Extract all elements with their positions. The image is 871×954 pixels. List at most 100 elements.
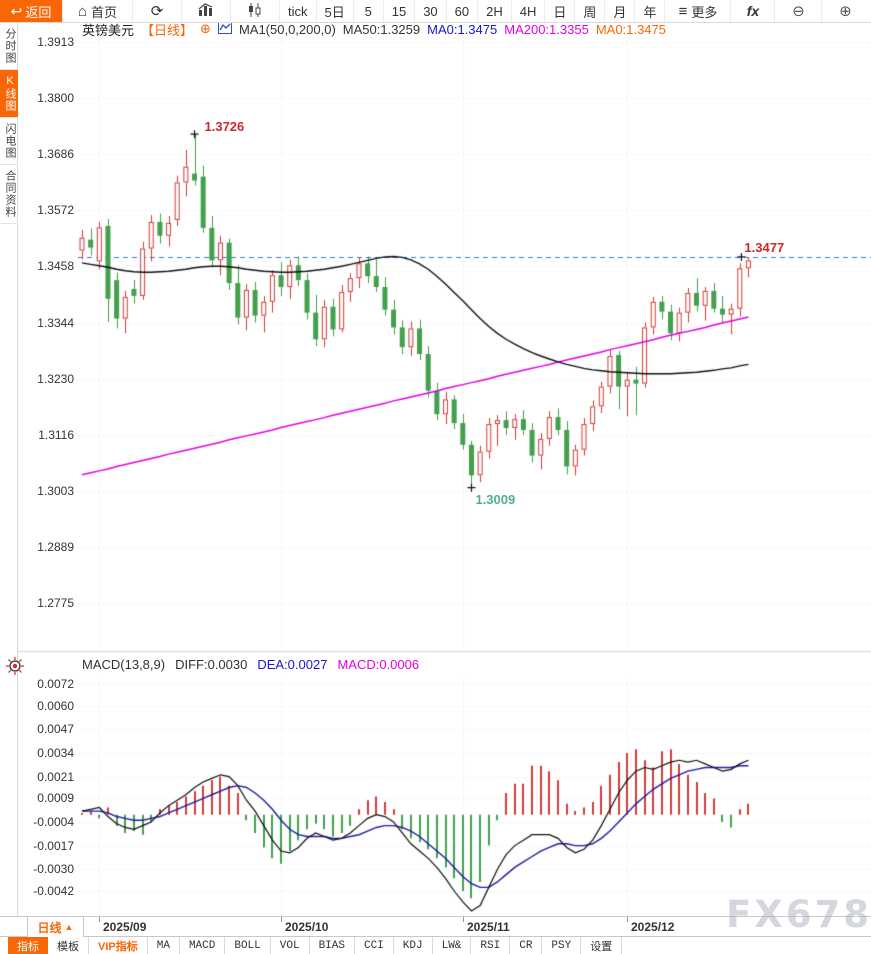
price-axis-label: 1.3800 bbox=[37, 90, 74, 105]
x-axis-tick bbox=[627, 917, 628, 922]
period-label: 日线 bbox=[37, 920, 62, 935]
x-axis-month-label: 2025/12 bbox=[631, 920, 675, 934]
chart-legend: 英镑美元 【日线】 ⊕ MA1(50,0,200,0) MA50:1.3259 … bbox=[82, 20, 666, 38]
candlestick-type-button[interactable] bbox=[230, 0, 279, 22]
price-axis-label: 1.2775 bbox=[37, 596, 74, 610]
home-label: 首页 bbox=[91, 4, 118, 20]
low-price-annotation: 1.3009 bbox=[475, 491, 516, 507]
macd-axis-label: 0.0072 bbox=[37, 677, 74, 691]
indicator-tab-psy[interactable]: PSY bbox=[542, 937, 582, 954]
timeframe-5d[interactable]: 5日 bbox=[315, 0, 353, 22]
ma0-orange-value: MA0:1.3475 bbox=[595, 21, 666, 37]
macd-axis-label: 0.0021 bbox=[37, 769, 74, 784]
bottom-toolbar: 指标 模板 VIP指标 MA MACD BOLL VOL BIAS CCI KDJ LW& RSI CR… bbox=[0, 937, 871, 954]
bar-chart-type-button[interactable] bbox=[181, 0, 230, 22]
indicator-tab-rsi[interactable]: RSI bbox=[471, 937, 511, 954]
timeframe-week[interactable]: 周 bbox=[574, 0, 604, 22]
indicator-tab-kdj[interactable]: KDJ bbox=[394, 937, 433, 954]
home-button[interactable]: ⌂ 首页 bbox=[62, 0, 132, 22]
period-selector[interactable]: 日线 ▲ bbox=[27, 917, 84, 937]
dea-value: DEA:0.0027 bbox=[257, 657, 328, 672]
macd-axis-label: 0.0060 bbox=[37, 698, 74, 713]
x-axis-row: 日线 ▲ 2025/09 2025/10 2025/11 2025/12 bbox=[0, 916, 871, 937]
zoom-out-icon: ⊖ bbox=[792, 3, 805, 20]
top-toolbar: ↩ 返回 ⌂ 首页 ⟳ tick 5日 5 15 30 60 2H 4H 日 周 bbox=[0, 0, 871, 23]
menu-icon: ≡ bbox=[678, 2, 688, 20]
indicator-settings-icon[interactable] bbox=[5, 656, 25, 681]
indicator-tab-设置[interactable]: 设置 bbox=[581, 937, 623, 954]
refresh-button[interactable]: ⟳ bbox=[132, 0, 181, 22]
indicator-tab-vol[interactable]: VOL bbox=[271, 937, 310, 954]
indicator-tab-macd[interactable]: MACD bbox=[180, 937, 226, 954]
indicator-tab-ma[interactable]: MA bbox=[148, 937, 180, 954]
indicator-tab-bias[interactable]: BIAS bbox=[310, 937, 355, 954]
sidebar-item-1[interactable]: K线图 bbox=[0, 70, 18, 118]
ma0-blue-value: MA0:1.3475 bbox=[427, 21, 498, 37]
refresh-icon: ⟳ bbox=[150, 2, 164, 20]
indicator-tab-cci[interactable]: CCI bbox=[355, 937, 394, 954]
symbol-name: 英镑美元 bbox=[82, 22, 135, 38]
diff-value: DIFF:0.0030 bbox=[175, 657, 248, 672]
last-price-annotation: 1.3477 bbox=[744, 239, 785, 255]
indicator-tab-vip指标[interactable]: VIP指标 bbox=[89, 937, 148, 954]
bar-chart-icon bbox=[198, 2, 214, 20]
x-axis-month-label: 2025/11 bbox=[467, 920, 510, 934]
price-axis-label: 1.2889 bbox=[37, 539, 74, 554]
back-label: 返回 bbox=[25, 4, 52, 20]
zoom-in-button[interactable]: ⊕ bbox=[821, 0, 868, 22]
macd-axis-label: 0.0009 bbox=[37, 791, 74, 806]
timeframe-5m[interactable]: 5 bbox=[352, 0, 383, 22]
macd-value: MACD:0.0006 bbox=[337, 657, 420, 672]
back-arrow-icon: ↩ bbox=[10, 3, 23, 19]
sidebar-item-0[interactable]: 分时图 bbox=[0, 23, 18, 70]
macd-axis-label: -0.0017 bbox=[33, 838, 74, 853]
timeframe-4h[interactable]: 4H bbox=[510, 0, 545, 22]
macd-axis-label: -0.0042 bbox=[33, 884, 74, 898]
line-chart-icon[interactable] bbox=[217, 21, 232, 37]
macd-setting-label: MACD(13,8,9) bbox=[82, 657, 166, 672]
ma-setting-label: MA1(50,0,200,0) bbox=[238, 21, 336, 37]
more-label: 更多 bbox=[691, 4, 718, 20]
formula-fx-button[interactable]: fx bbox=[730, 0, 774, 22]
back-button[interactable]: ↩ 返回 bbox=[0, 0, 62, 22]
price-axis-label: 1.3116 bbox=[38, 427, 74, 442]
x-axis-month-label: 2025/09 bbox=[103, 920, 147, 934]
sidebar-item-2[interactable]: 闪电图 bbox=[0, 118, 18, 165]
timeframe-year[interactable]: 年 bbox=[634, 0, 664, 22]
price-axis-label: 1.3230 bbox=[37, 371, 74, 386]
price-axis-label: 1.3686 bbox=[37, 146, 74, 161]
x-axis-month-label: 2025/10 bbox=[285, 920, 329, 934]
timeframe-month[interactable]: 月 bbox=[604, 0, 634, 22]
x-axis-tick bbox=[463, 917, 464, 922]
indicator-tab-lw[interactable]: LW& bbox=[433, 937, 472, 954]
timeframe-30m[interactable]: 30 bbox=[414, 0, 445, 22]
sidebar-item-3[interactable]: 合同资料 bbox=[0, 165, 18, 224]
chevron-up-icon: ▲ bbox=[64, 922, 74, 932]
timeframe-2h[interactable]: 2H bbox=[477, 0, 511, 22]
indicator-tab-指标[interactable]: 指标 bbox=[8, 937, 48, 954]
left-sidebar: 分时图 K线图 闪电图 合同资料 bbox=[0, 23, 18, 916]
x-axis-tick bbox=[99, 917, 100, 922]
period-tag: 【日线】 bbox=[141, 22, 194, 38]
macd-axis-label: 0.0047 bbox=[37, 722, 74, 737]
macd-axis-label: 0.0034 bbox=[37, 746, 74, 760]
macd-legend: MACD(13,8,9) DIFF:0.0030 DEA:0.0027 MACD… bbox=[82, 657, 419, 672]
indicator-tab-cr[interactable]: CR bbox=[510, 937, 543, 954]
ma200-value: MA200:1.3355 bbox=[504, 21, 589, 37]
more-button[interactable]: ≡ 更多 bbox=[664, 0, 730, 22]
timeframe-day[interactable]: 日 bbox=[544, 0, 574, 22]
price-axis-label: 1.3344 bbox=[37, 315, 74, 330]
indicator-tab-模板[interactable]: 模板 bbox=[48, 937, 89, 954]
timeframe-15m[interactable]: 15 bbox=[382, 0, 414, 22]
add-circle-icon[interactable]: ⊕ bbox=[200, 21, 211, 36]
indicator-tab-boll[interactable]: BOLL bbox=[225, 937, 271, 954]
zoom-in-icon: ⊕ bbox=[839, 3, 852, 20]
timeframe-60m[interactable]: 60 bbox=[445, 0, 477, 22]
zoom-out-button[interactable]: ⊖ bbox=[774, 0, 821, 22]
price-axis-label: 1.3003 bbox=[37, 483, 74, 498]
high-price-annotation: 1.3726 bbox=[204, 119, 245, 135]
candlestick-icon bbox=[247, 2, 263, 20]
timeframe-tick[interactable]: tick bbox=[279, 0, 316, 22]
